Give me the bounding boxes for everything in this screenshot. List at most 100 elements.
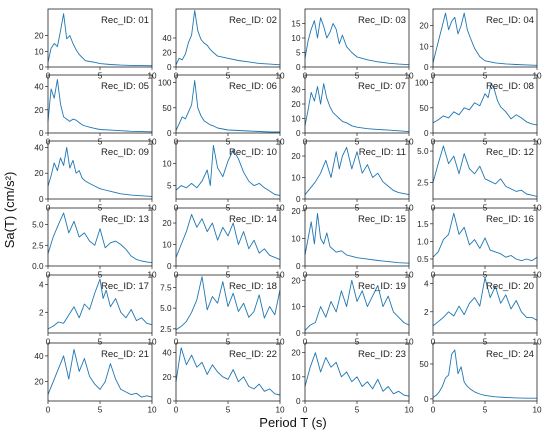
y-tick-label: 10	[291, 303, 301, 312]
y-tick-label: 0	[296, 262, 301, 271]
spectrum-line	[432, 12, 538, 66]
y-tick-label: 10	[291, 34, 301, 43]
spectrum-line	[175, 347, 281, 396]
y-tick-label: 4	[39, 281, 44, 290]
y-tick-label: 10	[162, 241, 172, 250]
spectrum-line	[304, 17, 410, 66]
x-tick-label: 0	[46, 406, 51, 415]
record-label: Rec_ID: 15	[358, 214, 406, 225]
y-tick-label: 20	[419, 22, 429, 31]
spectrum-line	[47, 79, 153, 133]
record-label: Rec_ID: 17	[101, 281, 149, 292]
y-tick-label: 5	[296, 49, 301, 58]
y-tick-label: 10	[291, 234, 301, 243]
y-tick-label: 20	[34, 378, 44, 387]
y-tick-label: 0	[296, 63, 301, 72]
y-tick-label: 2.5	[32, 241, 44, 250]
record-label: Rec_ID: 09	[101, 147, 149, 158]
record-label: Rec_ID: 24	[486, 349, 535, 360]
spectrum-line	[432, 212, 538, 262]
y-tick-label: 5.0	[160, 304, 172, 313]
y-tick-label: 10	[291, 174, 301, 183]
record-label: Rec_ID: 04	[486, 15, 535, 26]
x-tick-label: 0	[174, 406, 179, 415]
x-tick-label: 5	[98, 406, 103, 415]
spectrum-line	[175, 213, 281, 261]
record-label: Rec_ID: 18	[229, 281, 277, 292]
record-label: Rec_ID: 13	[101, 214, 149, 225]
record-label: Rec_ID: 08	[486, 81, 534, 92]
y-tick-label: 40	[162, 349, 172, 358]
y-tick-label: 10	[291, 373, 301, 382]
x-tick-label: 0	[303, 406, 308, 415]
y-tick-label: 20	[291, 152, 301, 161]
spectrum-line	[432, 145, 538, 197]
spectrum-line	[47, 278, 153, 330]
y-tick-label: 2	[424, 308, 429, 317]
x-tick-label: 10	[404, 406, 414, 415]
x-tick-label: 10	[404, 338, 414, 347]
y-tick-label: 0	[424, 129, 429, 138]
spectrum-line	[304, 146, 410, 196]
record-label: Rec_ID: 01	[101, 15, 149, 26]
y-tick-label: 0	[296, 329, 301, 338]
y-tick-label: 0	[296, 129, 301, 138]
y-tick-label: 30	[291, 86, 301, 95]
x-tick-label: 0	[303, 338, 308, 347]
y-tick-label: 0	[39, 129, 44, 138]
y-axis-title: Sa(T) (cm/s²)	[2, 172, 17, 249]
spectrum-line	[47, 212, 153, 264]
x-tick-label: 10	[275, 406, 285, 415]
record-label: Rec_ID: 07	[358, 81, 406, 92]
y-tick-label: 20	[291, 276, 301, 285]
x-tick-label: 5	[226, 72, 231, 81]
x-tick-label: 10	[275, 338, 285, 347]
x-tick-label: 5	[98, 138, 103, 147]
y-tick-label: 5.0	[417, 147, 429, 156]
y-tick-label: 20	[34, 32, 44, 41]
y-tick-label: 0	[39, 195, 44, 204]
panel-rec-17: 0 5 10 2 4 Rec_ID: 17	[39, 274, 157, 347]
x-tick-label: 10	[532, 406, 542, 415]
y-tick-label: 20	[162, 219, 172, 228]
x-tick-label: 5	[355, 72, 360, 81]
y-tick-label: 20	[291, 349, 301, 358]
x-tick-label: 5	[226, 338, 231, 347]
y-tick-label: 20	[291, 207, 301, 216]
record-label: Rec_ID: 05	[101, 81, 149, 92]
spectrum-line	[432, 83, 538, 126]
record-label: Rec_ID: 03	[358, 15, 406, 26]
y-tick-label: 5	[167, 182, 172, 191]
y-tick-label: 40	[34, 352, 44, 361]
y-tick-label: 5.0	[32, 221, 44, 230]
record-label: Rec_ID: 23	[358, 349, 406, 360]
record-label: Rec_ID: 16	[486, 214, 534, 225]
spectrum-line	[304, 352, 410, 397]
panel-rec-12: 0 5 102.55.0 Rec_ID: 12	[417, 140, 542, 213]
x-tick-label: 5	[483, 138, 488, 147]
y-tick-label: 40	[162, 34, 172, 43]
x-tick-label: 10	[532, 338, 542, 347]
record-label: Rec_ID: 21	[101, 349, 149, 360]
y-tick-label: 7.5	[160, 283, 172, 292]
record-label: Rec_ID: 12	[486, 147, 534, 158]
y-tick-label: 0	[167, 262, 172, 271]
y-tick-label: 0	[424, 63, 429, 72]
y-tick-label: 15	[291, 20, 301, 29]
x-tick-label: 5	[226, 138, 231, 147]
y-tick-label: 1.0	[417, 237, 429, 246]
panel-rec-24: 0 5 10 0 50 Rec_ID: 24	[419, 342, 542, 415]
y-tick-label: 20	[291, 100, 301, 109]
